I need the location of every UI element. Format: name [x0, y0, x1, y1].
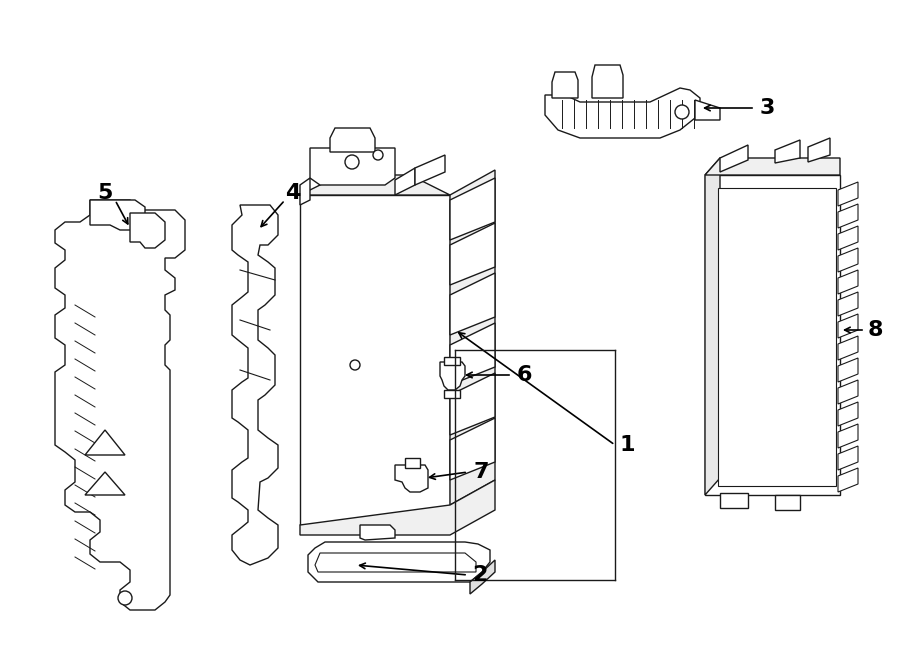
- Polygon shape: [695, 100, 720, 120]
- Polygon shape: [808, 138, 830, 162]
- Polygon shape: [838, 248, 858, 272]
- Polygon shape: [85, 472, 125, 495]
- Polygon shape: [838, 292, 858, 316]
- Polygon shape: [130, 213, 165, 248]
- Circle shape: [675, 105, 689, 119]
- Polygon shape: [300, 480, 495, 535]
- Bar: [444, 357, 460, 365]
- Bar: [718, 188, 836, 486]
- Polygon shape: [775, 495, 800, 510]
- Polygon shape: [440, 362, 465, 390]
- Polygon shape: [470, 560, 495, 594]
- Polygon shape: [705, 158, 840, 175]
- Polygon shape: [838, 226, 858, 250]
- Text: 6: 6: [517, 365, 533, 385]
- Polygon shape: [705, 158, 720, 495]
- Circle shape: [350, 360, 360, 370]
- Polygon shape: [838, 446, 858, 470]
- Polygon shape: [720, 145, 748, 172]
- Polygon shape: [360, 525, 395, 540]
- Polygon shape: [450, 170, 495, 505]
- Circle shape: [118, 591, 132, 605]
- Polygon shape: [450, 178, 495, 240]
- Bar: [705, 175, 840, 495]
- Polygon shape: [310, 148, 395, 185]
- Polygon shape: [300, 178, 310, 205]
- Polygon shape: [838, 468, 858, 492]
- Polygon shape: [395, 465, 428, 492]
- Polygon shape: [775, 140, 800, 163]
- Polygon shape: [330, 128, 375, 152]
- Polygon shape: [90, 200, 145, 230]
- Polygon shape: [415, 155, 445, 185]
- Polygon shape: [450, 223, 495, 285]
- Text: 8: 8: [868, 320, 884, 340]
- Circle shape: [373, 150, 383, 160]
- Polygon shape: [315, 553, 476, 572]
- Polygon shape: [838, 424, 858, 448]
- Polygon shape: [450, 323, 495, 385]
- Text: 5: 5: [97, 183, 112, 203]
- Bar: [444, 390, 460, 398]
- Polygon shape: [552, 72, 578, 98]
- Circle shape: [345, 155, 359, 169]
- Polygon shape: [838, 336, 858, 360]
- Text: 7: 7: [473, 462, 489, 482]
- Polygon shape: [232, 205, 278, 565]
- Polygon shape: [838, 380, 858, 404]
- Polygon shape: [545, 88, 700, 138]
- Polygon shape: [838, 358, 858, 382]
- Bar: [405, 458, 420, 468]
- Text: 3: 3: [760, 98, 776, 118]
- Polygon shape: [838, 402, 858, 426]
- Polygon shape: [720, 493, 748, 508]
- Polygon shape: [55, 200, 185, 610]
- Polygon shape: [450, 273, 495, 335]
- Polygon shape: [592, 65, 623, 98]
- Bar: [300, 195, 450, 525]
- Polygon shape: [308, 542, 490, 582]
- Polygon shape: [838, 270, 858, 294]
- Polygon shape: [838, 182, 858, 206]
- Text: 4: 4: [285, 183, 301, 203]
- Polygon shape: [450, 418, 495, 480]
- Polygon shape: [85, 430, 125, 455]
- Text: 1: 1: [620, 435, 635, 455]
- Polygon shape: [838, 314, 858, 338]
- Polygon shape: [395, 168, 415, 195]
- Polygon shape: [450, 373, 495, 435]
- Text: 2: 2: [472, 565, 488, 585]
- Polygon shape: [300, 175, 450, 195]
- Polygon shape: [838, 204, 858, 228]
